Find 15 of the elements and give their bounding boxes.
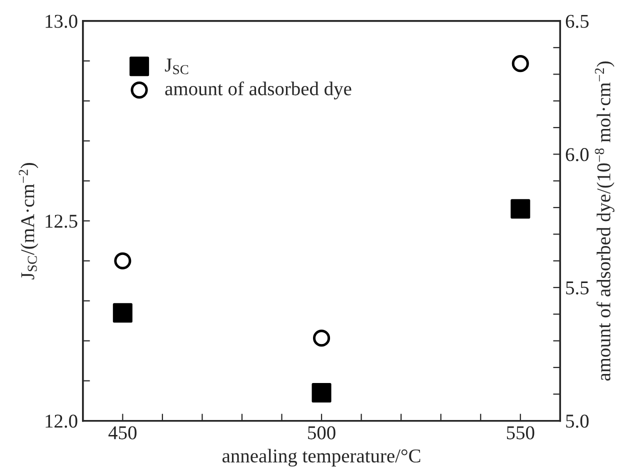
legend-label: J$_{SC}$ (164, 58, 188, 74)
legend-label: amount of adsorbed dye (165, 81, 352, 100)
y-axis-title: J$_{SC}$/(mA·cm$^{−2}$) (18, 162, 38, 280)
y-tick-label: 13.0 (46, 14, 78, 28)
y2-tick-label: 5.0 (566, 414, 589, 428)
y2-tick-label: 5.5 (566, 282, 589, 295)
x-axis-title: annealing temperature/°C (222, 448, 420, 467)
x-tick-label: 500 (308, 426, 336, 440)
x-tick-label: 450 (108, 426, 137, 440)
y2-axis-title: amount of adsorbed dye/(10$^{−8}$ mol·cm$^{−2}$) (594, 61, 614, 381)
y2-tick-label: 6.5 (566, 14, 589, 28)
y-tick-label: 12.0 (46, 414, 78, 428)
x-tick-label: 550 (506, 426, 534, 440)
y-tick-label: 12.5 (46, 214, 78, 228)
y2-tick-label: 6.0 (566, 148, 589, 162)
